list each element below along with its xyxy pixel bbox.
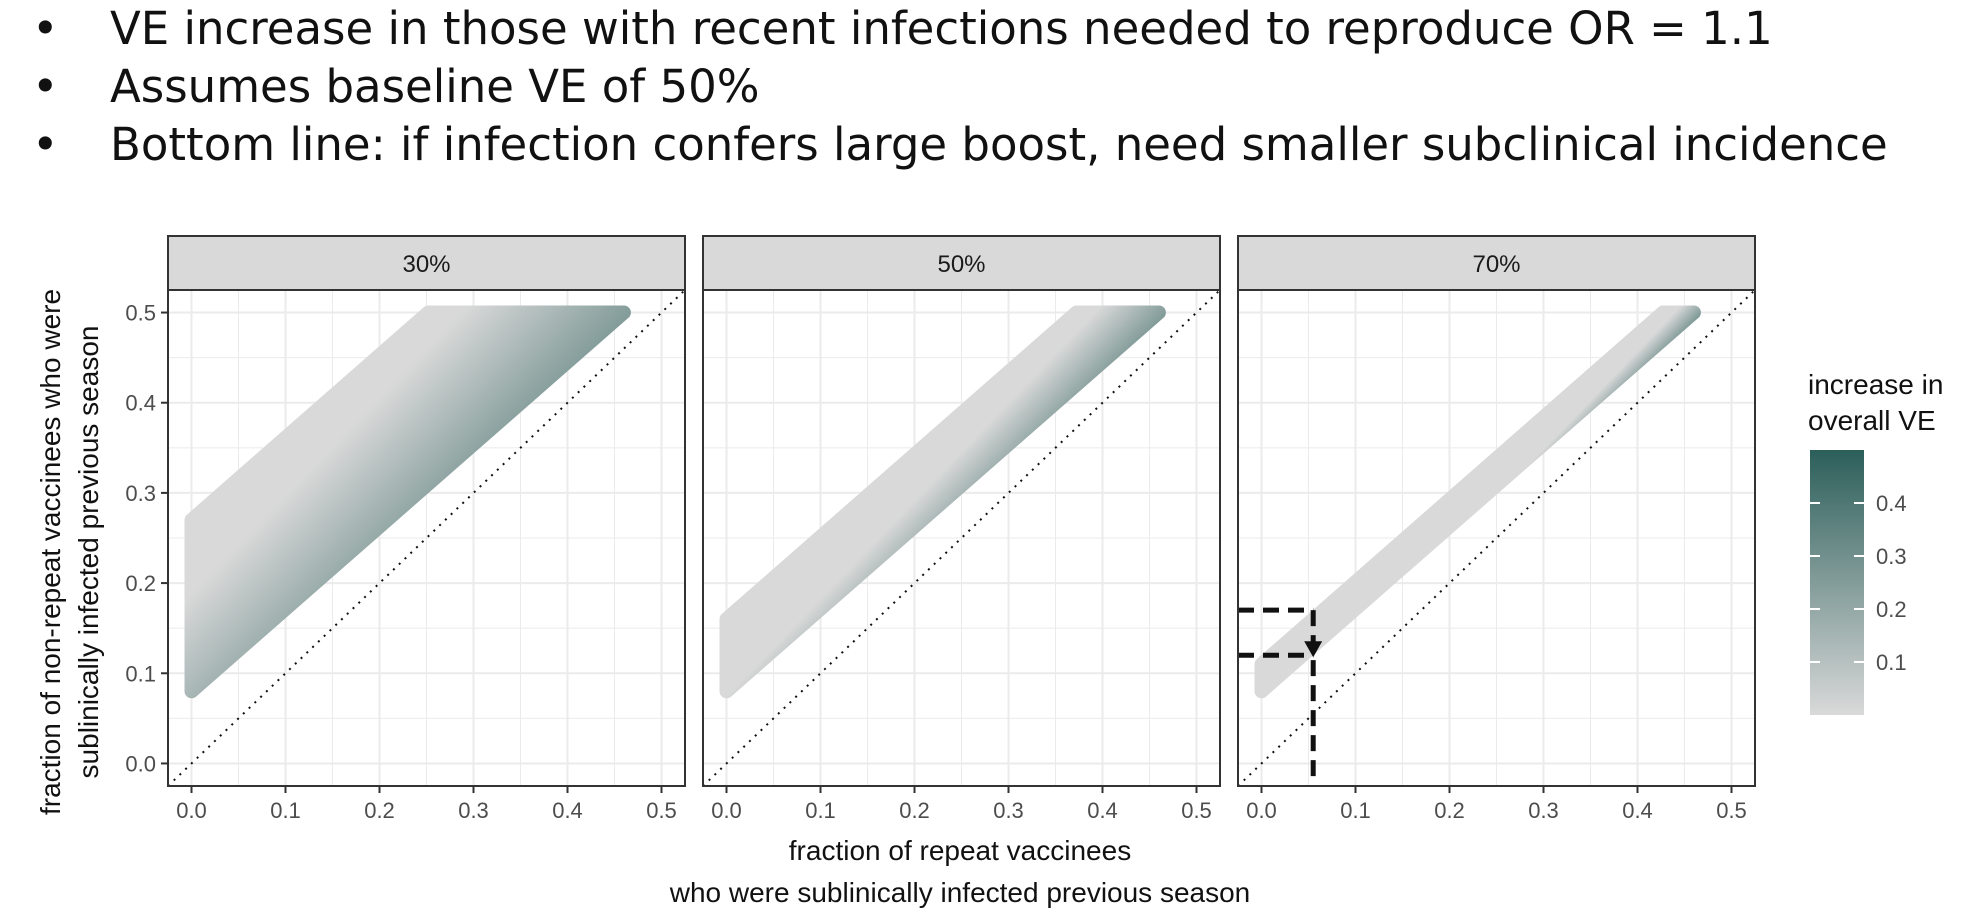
x-tick-label: 0.1 [270, 798, 301, 823]
x-axis-label-line2: who were sublinically infected previous … [669, 877, 1251, 908]
x-tick-label: 0.4 [1622, 798, 1653, 823]
panel-border [1237, 289, 1756, 787]
facet-strip [702, 235, 1221, 291]
x-tick-label: 0.2 [899, 798, 930, 823]
legend-tick-label: 0.3 [1876, 544, 1907, 569]
x-tick-label: 0.0 [1246, 798, 1277, 823]
x-tick-label: 0.3 [458, 798, 489, 823]
x-tick-label: 0.4 [552, 798, 583, 823]
x-axis-label-line1: fraction of repeat vaccinees [789, 835, 1131, 866]
heat-band [1254, 305, 1701, 699]
x-tick-label: 0.3 [1528, 798, 1559, 823]
bullet-text: Bottom line: if infection confers large … [110, 118, 1888, 171]
facet-strip-label: 50% [937, 251, 985, 278]
legend-title-line1: increase in [1808, 369, 1943, 400]
bullet-text: VE increase in those with recent infecti… [110, 2, 1773, 55]
y-axis-label-line2: sublinically infected previous season [73, 326, 104, 779]
y-tick-label: 0.5 [125, 301, 156, 326]
y-tick-label: 0.3 [125, 481, 156, 506]
legend-title-line2: overall VE [1808, 405, 1936, 436]
annotation [1238, 607, 1323, 786]
facet-panel: 30% 0.0 0.1 0.2 0.3 0.4 0.5 0.0 0.1 0.2 0.3 0.4 0.5 [125, 235, 686, 823]
legend-tick-label: 0.4 [1876, 491, 1907, 516]
x-tick-label: 0.4 [1087, 798, 1118, 823]
facet-strip-label: 30% [402, 251, 450, 278]
annotation-arrowhead [1304, 641, 1323, 658]
facet-panel: 50% 0.0 0.1 0.2 0.3 0.4 0.5 [702, 235, 1221, 823]
x-tick-label: 0.5 [646, 798, 677, 823]
bullet-list: • VE increase in those with recent infect… [30, 0, 1888, 174]
x-tick-label: 0.5 [1716, 798, 1747, 823]
facet-strip-label: 70% [1472, 251, 1520, 278]
legend-colorbar [1810, 450, 1864, 715]
bullet-item: • VE increase in those with recent infect… [32, 2, 1773, 55]
x-tick-label: 0.0 [176, 798, 207, 823]
y-tick-label: 0.2 [125, 571, 156, 596]
y-tick-label: 0.4 [125, 391, 156, 416]
x-tick-label: 0.1 [1340, 798, 1371, 823]
x-tick-label: 0.5 [1181, 798, 1212, 823]
x-tick-label: 0.3 [993, 798, 1024, 823]
x-tick-label: 0.0 [711, 798, 742, 823]
y-tick-label: 0.1 [125, 661, 156, 686]
facet-panel: 70% 0.0 0.1 0.2 0.3 0.4 0.5 [1237, 235, 1756, 823]
panel-border [702, 289, 1221, 787]
facet-strip [167, 235, 686, 291]
x-tick-label: 0.1 [805, 798, 836, 823]
bullet-item: • Assumes baseline VE of 50% [32, 60, 760, 113]
bullet-text: Assumes baseline VE of 50% [110, 60, 760, 113]
y-axis-label-line1: fraction of non-repeat vaccinees who wer… [35, 289, 66, 815]
y-tick-label: 0.0 [125, 751, 156, 776]
x-tick-label: 0.2 [1434, 798, 1465, 823]
facet-strip [1237, 235, 1756, 291]
legend-tick-label: 0.1 [1876, 650, 1907, 675]
grid [1238, 290, 1755, 786]
legend-tick-label: 0.2 [1876, 597, 1907, 622]
x-tick-label: 0.2 [364, 798, 395, 823]
panel-border [167, 289, 686, 787]
color-legend: increase in overall VE 0.4 0.3 0.2 0.1 [1808, 369, 1943, 715]
bullet-item: • Bottom line: if infection confers large… [32, 118, 1888, 171]
heat-band [184, 305, 631, 699]
heat-band [719, 305, 1166, 699]
